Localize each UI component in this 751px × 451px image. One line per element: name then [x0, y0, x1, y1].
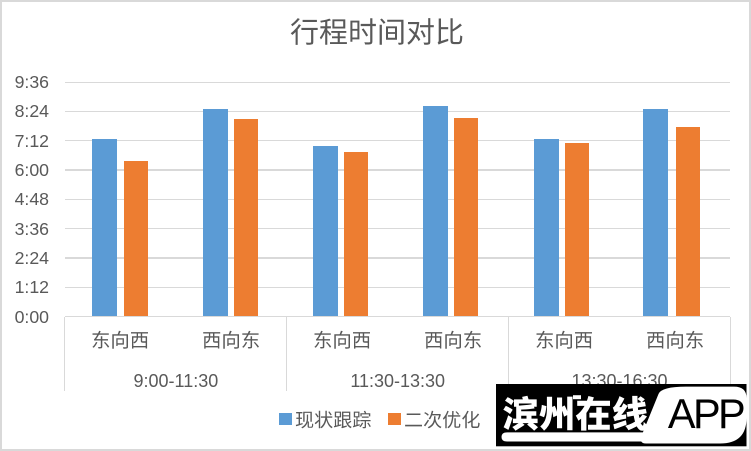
svg-text:APP: APP [668, 390, 744, 437]
